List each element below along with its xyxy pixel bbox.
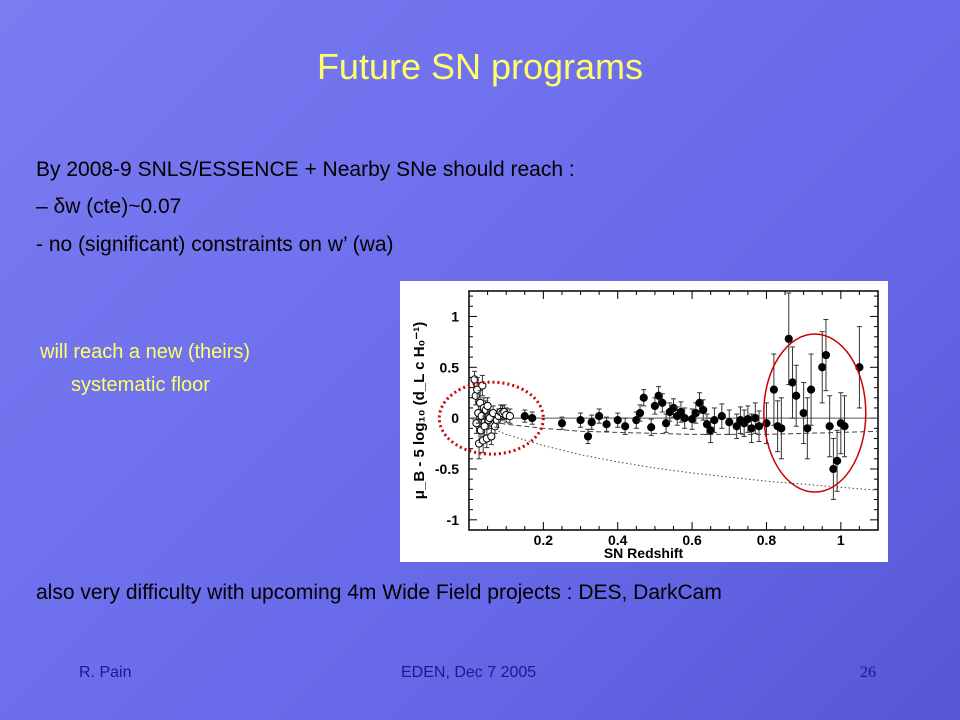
data-point-highz [840,422,849,431]
data-point-highz [777,424,786,433]
x-tick-label: 0.6 [682,532,702,548]
data-point-highz [792,391,801,400]
data-point-highz [650,401,660,411]
data-point-highz [803,424,812,433]
data-point-highz [632,416,641,425]
x-tick-label: 0.8 [757,532,777,548]
data-point-highz [699,405,708,415]
data-point-highz [825,422,834,431]
model-curve-dashed [468,417,879,435]
callout-line-2: systematic floor [71,374,210,396]
data-point-highz [557,419,567,428]
data-point-nearby [487,432,496,441]
data-point-highz [576,416,585,425]
data-point-nearby [505,411,515,421]
y-tick-label: 1 [451,308,459,324]
data-point-highz [583,432,593,441]
data-point-highz [717,411,726,421]
callout-line-1: will reach a new (theirs) [40,341,251,363]
data-point-highz [602,420,611,429]
data-point-highz [743,415,752,424]
hubble-residual-plot: 0.2 0.4 0.6 0.8 1 -1 -0.5 0 0.5 1 SN Redshift μ_B -… [400,281,888,562]
data-point-highz [647,423,656,432]
data-point-highz [788,378,797,387]
data-point-highz [818,363,827,372]
data-point-highz [806,385,816,394]
data-point-highz [829,464,838,474]
y-tick-label: -1 [447,512,460,528]
bottom-line: also very difficulty with upcoming 4m Wi… [36,581,722,604]
x-tick-label: 0.4 [608,532,628,548]
x-tick-label: 1 [837,532,845,548]
body-line-1: By 2008-9 SNLS/ESSENCE + Nearby SNe shou… [36,158,575,181]
data-point-highz [799,408,808,418]
data-point-highz [635,408,645,418]
data-point-highz [769,385,778,394]
nearby-sn-highlight-ellipse [437,380,545,456]
body-line-2: – δw (cte)~0.07 [36,195,182,218]
data-point-highz [621,422,630,431]
data-point-highz [821,350,831,360]
data-point-highz [784,334,793,343]
data-point-highz [639,393,648,402]
data-point-highz [747,424,756,433]
model-curve-dotted [468,417,879,491]
data-point-nearby [478,381,487,390]
data-point-highz [833,456,842,465]
y-axis-label: μ_B - 5 log₁₀ (d_L c H₀⁻¹) [411,322,428,499]
plot-canvas: 0.2 0.4 0.6 0.8 1 -1 -0.5 0 0.5 1 SN Redshift μ_B -… [411,290,879,561]
page-number: 26 [860,664,876,681]
data-point-highz [695,398,704,407]
data-point-highz [710,416,719,425]
y-tick-label: 0.5 [440,359,460,375]
data-point-highz [528,414,537,423]
x-tick-label: 0.2 [534,532,554,548]
data-point-highz [613,416,622,425]
body-line-3: - no (significant) constraints on w’ (wa… [36,233,394,256]
x-axis-label: SN Redshift [604,545,684,561]
data-point-highz [595,411,604,421]
data-point-highz [587,418,596,427]
data-point-highz [751,414,760,423]
data-point-highz [658,398,667,407]
data-point-highz [725,418,734,427]
data-point-highz [680,414,689,423]
footer-event: EDEN, Dec 7 2005 [401,664,537,681]
data-point-highz [520,411,529,421]
slide-title: Future SN programs [316,46,644,87]
y-tick-label: -0.5 [435,461,459,477]
data-point-highz [669,403,678,413]
footer-author: R. Pain [79,664,132,681]
y-tick-label: 0 [451,410,459,426]
high-redshift-highlight-ellipse [763,333,867,493]
data-point-nearby [483,401,492,411]
data-point-highz [754,422,764,431]
